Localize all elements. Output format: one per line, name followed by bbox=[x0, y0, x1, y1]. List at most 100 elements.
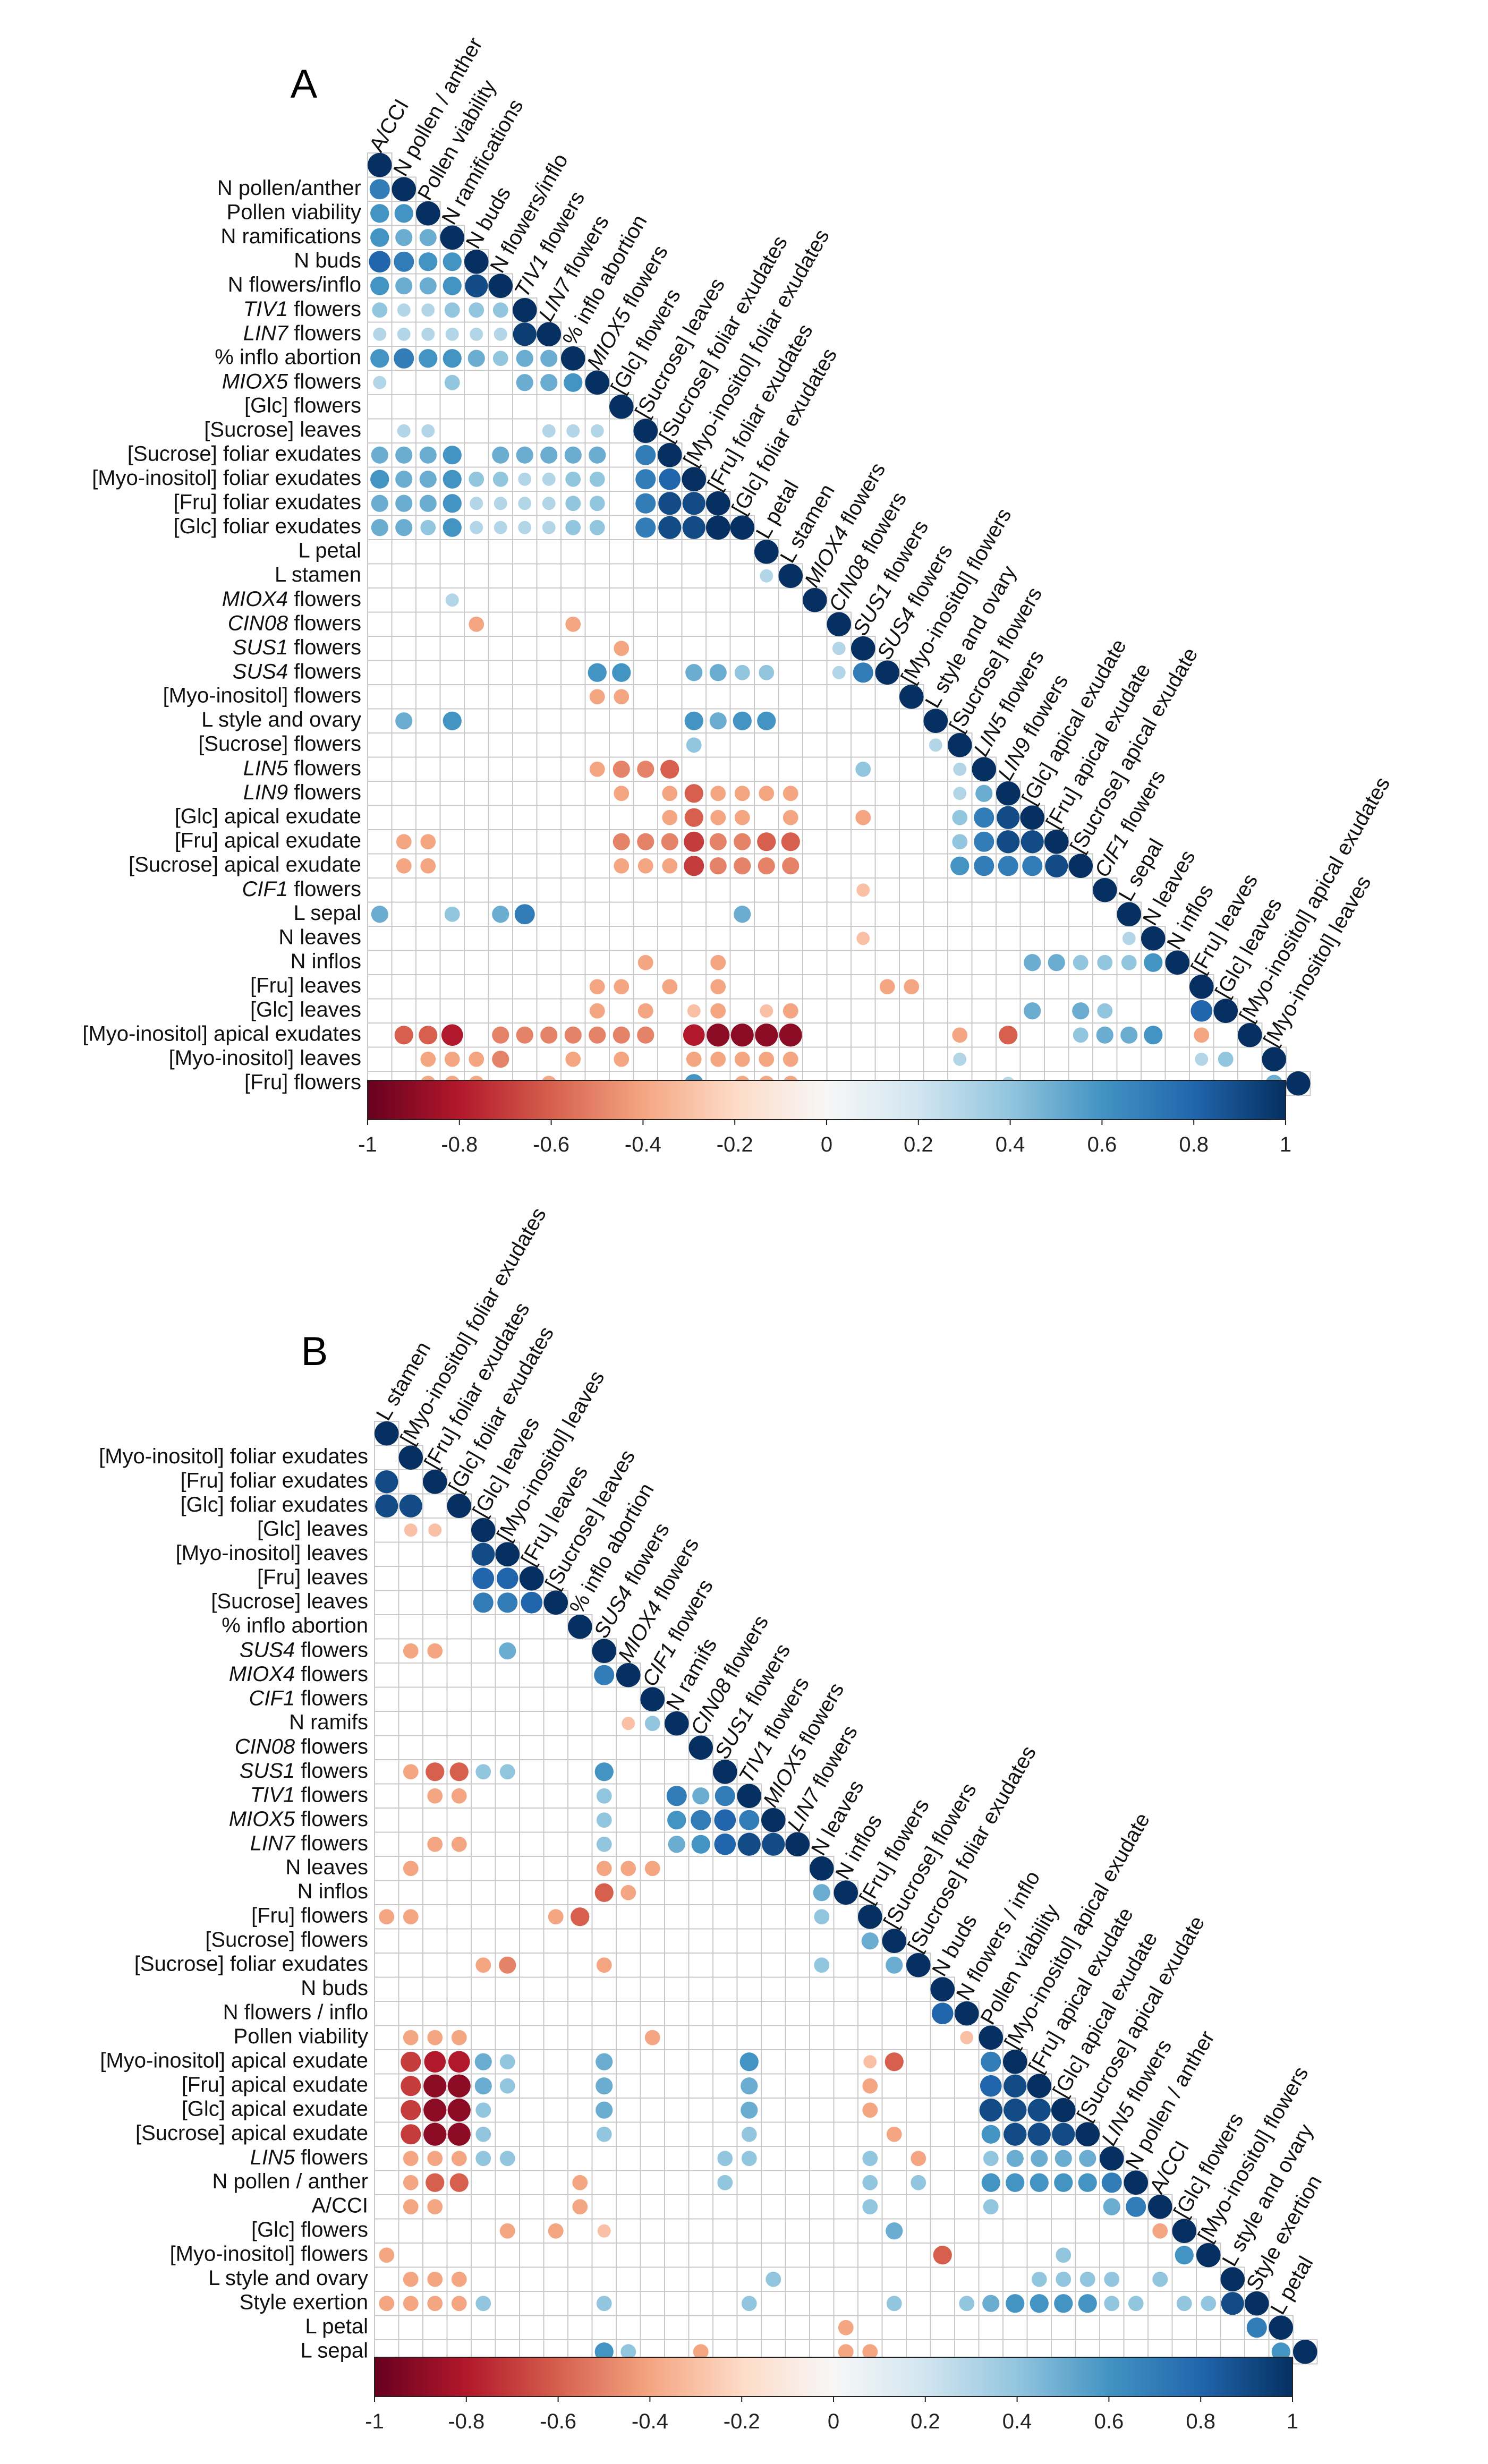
correlation-dot bbox=[614, 786, 630, 802]
grid-cell bbox=[754, 926, 779, 951]
grid-cell bbox=[736, 2266, 762, 2292]
grid-cell bbox=[512, 756, 538, 782]
grid-cell bbox=[778, 756, 803, 782]
grid-cell bbox=[1019, 974, 1045, 1000]
correlation-dot bbox=[1004, 2099, 1027, 2122]
correlation-dot bbox=[981, 2125, 1000, 2144]
colorbar-tick-label: 0 bbox=[821, 1133, 832, 1156]
row-label-l-sepal: L sepal bbox=[301, 2339, 369, 2362]
grid-cell bbox=[616, 1783, 641, 1809]
correlation-dot bbox=[658, 516, 682, 539]
correlation-dot bbox=[737, 1832, 761, 1856]
grid-cell bbox=[536, 974, 562, 1000]
grid-cell bbox=[464, 853, 489, 879]
row-label-pollen-viability: Pollen viability bbox=[234, 2025, 368, 2048]
grid-cell bbox=[488, 998, 513, 1024]
correlation-dot bbox=[464, 250, 489, 274]
grid-cell bbox=[519, 2243, 545, 2268]
grid-cell bbox=[609, 901, 634, 927]
correlation-dot bbox=[447, 1494, 471, 1518]
grid-cell bbox=[488, 539, 513, 565]
grid-cell bbox=[367, 950, 393, 975]
colorbar-tick-label: 0.4 bbox=[996, 1133, 1025, 1156]
correlation-dot bbox=[827, 612, 851, 636]
grid-cell bbox=[833, 2073, 858, 2099]
correlation-dot bbox=[565, 519, 581, 535]
grid-cell bbox=[471, 2001, 496, 2026]
correlation-dot bbox=[616, 1663, 641, 1687]
row-label-n-ramifs: N ramifs bbox=[289, 1710, 368, 1734]
correlation-dot bbox=[960, 2031, 974, 2044]
grid-cell bbox=[536, 1046, 562, 1072]
grid-cell bbox=[874, 853, 900, 879]
grid-cell bbox=[495, 2266, 520, 2292]
grid-cell bbox=[374, 2266, 399, 2292]
grid-cell bbox=[681, 926, 707, 951]
correlation-dot bbox=[375, 1494, 398, 1517]
correlation-dot bbox=[445, 327, 459, 341]
grid-cell bbox=[802, 660, 828, 685]
grid-cell bbox=[899, 1022, 924, 1048]
grid-cell bbox=[851, 853, 876, 879]
grid-cell bbox=[705, 756, 731, 782]
correlation-dot bbox=[403, 1861, 419, 1877]
correlation-dot bbox=[371, 906, 388, 923]
correlation-dot bbox=[514, 904, 535, 925]
grid-cell bbox=[560, 563, 586, 589]
correlation-dot bbox=[783, 1051, 798, 1067]
correlation-dot bbox=[475, 1764, 491, 1780]
grid-cell bbox=[712, 2218, 738, 2244]
grid-cell bbox=[560, 805, 586, 830]
correlation-dot bbox=[1044, 830, 1069, 854]
correlation-dot bbox=[403, 1643, 419, 1659]
correlation-dot bbox=[421, 327, 435, 341]
correlation-dot bbox=[952, 834, 968, 850]
grid-cell bbox=[471, 1807, 496, 1833]
correlation-dot bbox=[838, 2344, 854, 2360]
grid-cell bbox=[681, 756, 707, 782]
grid-cell bbox=[881, 2194, 907, 2220]
correlation-dot bbox=[975, 785, 993, 802]
grid-cell bbox=[971, 998, 997, 1024]
grid-cell bbox=[374, 2170, 399, 2195]
correlation-dot bbox=[596, 2077, 613, 2095]
correlation-dot bbox=[590, 424, 604, 438]
correlation-dot bbox=[465, 274, 488, 297]
grid-cell bbox=[971, 1046, 997, 1072]
grid-cell bbox=[415, 587, 441, 613]
grid-cell bbox=[519, 2218, 545, 2244]
correlation-dot bbox=[401, 2076, 421, 2096]
grid-cell bbox=[464, 370, 489, 395]
grid-cell bbox=[657, 926, 683, 951]
grid-cell bbox=[923, 926, 948, 951]
correlation-dot bbox=[403, 2151, 419, 2167]
grid-cell bbox=[367, 394, 393, 420]
grid-cell bbox=[584, 708, 610, 734]
row-label-miox4-flowers: MIOX4 flowers bbox=[222, 587, 361, 610]
correlation-dot bbox=[906, 1953, 931, 1977]
grid-cell bbox=[633, 587, 658, 613]
correlation-dot bbox=[427, 2271, 443, 2287]
grid-cell bbox=[512, 708, 538, 734]
grid-cell bbox=[930, 2218, 955, 2244]
correlation-dot bbox=[741, 2101, 758, 2119]
correlation-dot bbox=[686, 737, 702, 753]
grid-cell bbox=[785, 2315, 810, 2340]
grid-cell bbox=[398, 2001, 423, 2026]
grid-cell bbox=[1051, 2315, 1076, 2340]
grid-cell bbox=[954, 2073, 980, 2099]
correlation-dot bbox=[419, 229, 437, 246]
grid-cell bbox=[543, 2291, 568, 2316]
grid-cell bbox=[802, 636, 828, 661]
grid-cell bbox=[367, 563, 393, 589]
correlation-dot bbox=[394, 1026, 413, 1045]
correlation-dot bbox=[710, 954, 726, 970]
grid-cell bbox=[712, 1953, 738, 1978]
grid-cell bbox=[512, 853, 538, 879]
correlation-dot bbox=[637, 1026, 654, 1044]
grid-cell bbox=[415, 998, 441, 1024]
correlation-dot bbox=[614, 1051, 630, 1067]
grid-cell bbox=[785, 1953, 810, 1978]
grid-cell bbox=[464, 1022, 489, 1048]
